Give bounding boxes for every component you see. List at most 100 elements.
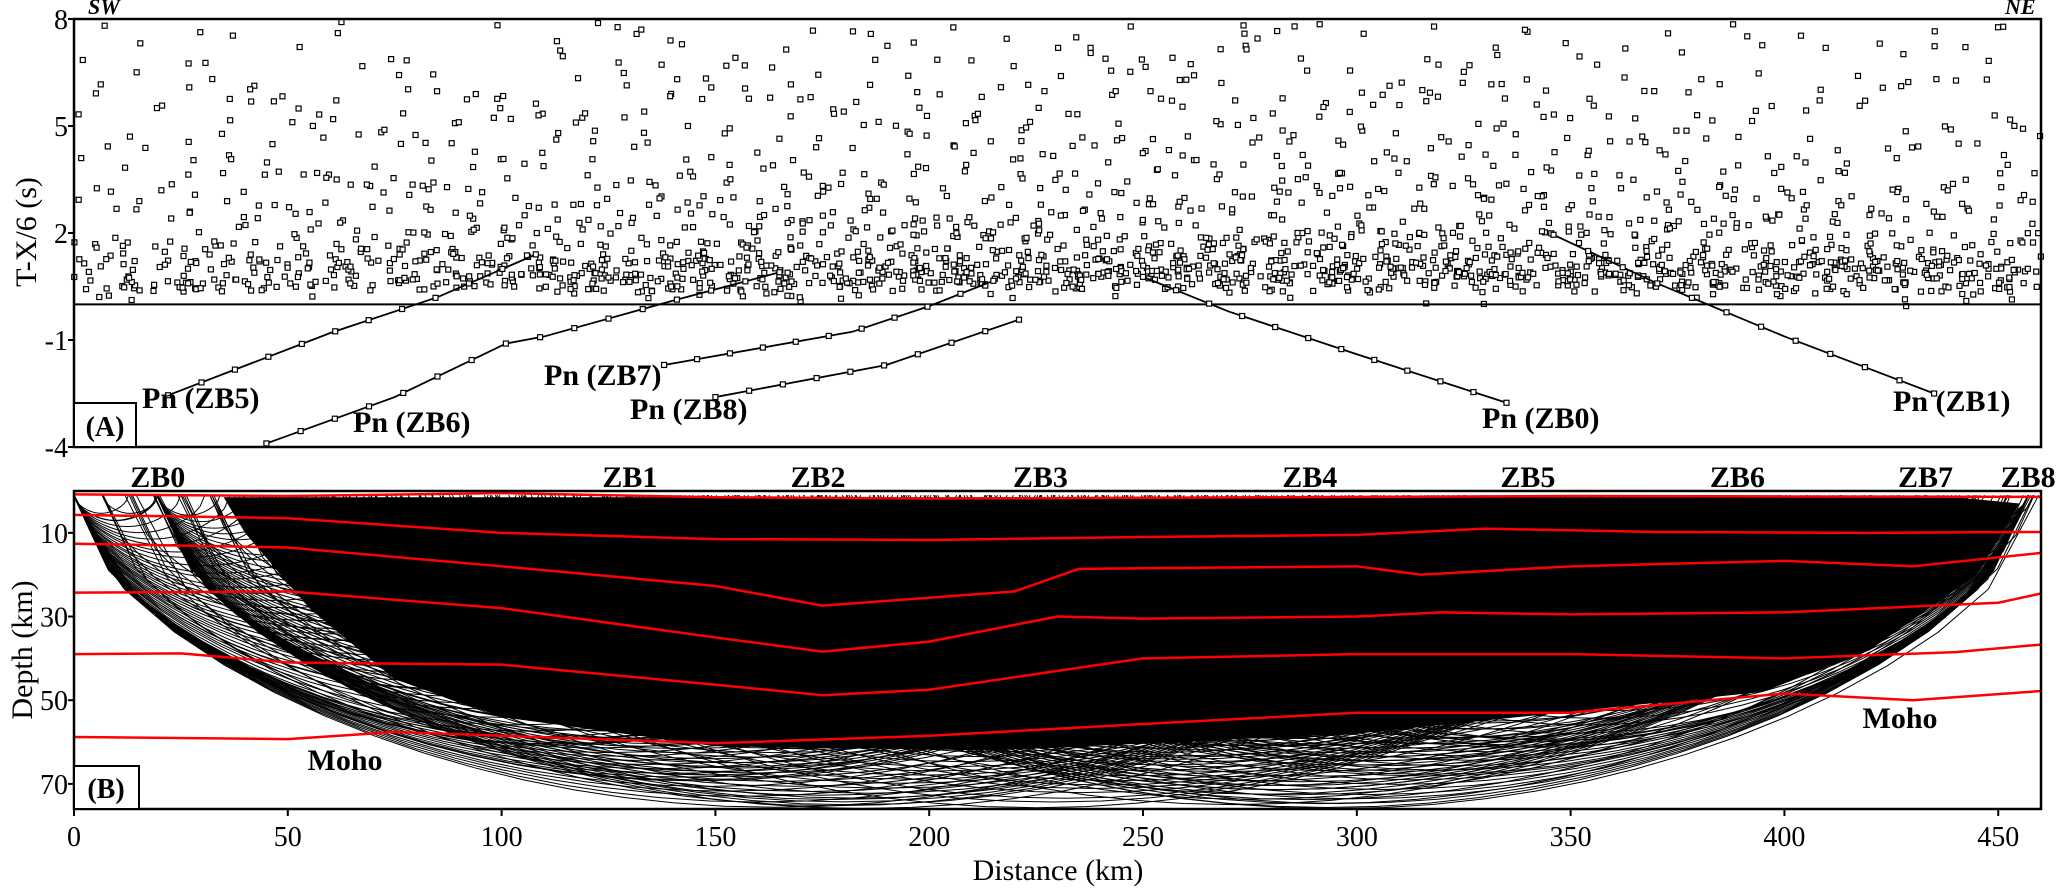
pick-point bbox=[1445, 138, 1452, 145]
pick-point bbox=[644, 139, 651, 146]
pick-point bbox=[1005, 246, 1013, 254]
ray-path bbox=[1542, 494, 2029, 624]
pick-point bbox=[982, 261, 990, 268]
pick-point bbox=[1893, 242, 1900, 249]
pick-point bbox=[1235, 242, 1242, 249]
pn-curve-label: Pn (ZB8) bbox=[630, 393, 748, 426]
pick-point bbox=[1354, 265, 1361, 272]
pick-point bbox=[626, 278, 633, 285]
pick-point bbox=[1700, 220, 1708, 228]
pick-point bbox=[549, 273, 556, 280]
pick-point bbox=[494, 95, 501, 102]
pick-point bbox=[1745, 222, 1752, 229]
pick-point bbox=[1007, 219, 1014, 226]
pick-point bbox=[910, 272, 917, 279]
pick-point bbox=[1612, 270, 1619, 277]
pick-point bbox=[1871, 230, 1879, 237]
pick-point bbox=[892, 122, 900, 129]
pick-point bbox=[1653, 188, 1661, 195]
pick-point bbox=[1731, 186, 1739, 193]
y-tick-label: 5 bbox=[54, 112, 68, 143]
ray-path bbox=[1147, 494, 1738, 650]
pick-point bbox=[503, 255, 511, 262]
pick-point bbox=[1248, 193, 1255, 200]
pick-point bbox=[1024, 248, 1031, 255]
pick-point bbox=[989, 229, 997, 236]
pick-point bbox=[652, 182, 659, 189]
pick-point bbox=[539, 149, 546, 156]
pick-point bbox=[625, 260, 632, 267]
pick-point bbox=[1221, 270, 1228, 277]
pick-point bbox=[494, 22, 501, 29]
panel-a-y-ticks: 852-1-4 bbox=[45, 5, 74, 464]
ray-path bbox=[988, 494, 2029, 748]
pick-point bbox=[1755, 276, 1762, 283]
pick-point bbox=[1142, 63, 1149, 70]
pick-point bbox=[158, 102, 166, 109]
ray-path bbox=[1206, 494, 1529, 582]
y-tick-label: -4 bbox=[45, 433, 68, 464]
pick-point bbox=[1492, 271, 1499, 279]
pick-point bbox=[1416, 277, 1423, 284]
pick-point bbox=[642, 281, 649, 289]
pick-point bbox=[1135, 245, 1142, 252]
pick-point bbox=[1859, 265, 1866, 272]
pick-point bbox=[490, 114, 497, 121]
pick-point bbox=[1601, 226, 1608, 234]
pick-point bbox=[1226, 289, 1233, 296]
pick-point bbox=[1534, 249, 1541, 256]
pick-point bbox=[1494, 253, 1501, 260]
pick-point bbox=[553, 233, 560, 240]
pick-point bbox=[612, 274, 620, 281]
ray-path bbox=[882, 494, 1529, 664]
ray-path bbox=[554, 494, 1041, 624]
pick-point bbox=[1565, 223, 1572, 230]
pick-point bbox=[1506, 221, 1513, 228]
ray-path bbox=[1262, 494, 1926, 669]
pick-point bbox=[338, 18, 345, 26]
pick-point bbox=[819, 261, 827, 268]
pick-point bbox=[473, 262, 480, 269]
pn-curve-point bbox=[499, 265, 506, 273]
pick-point bbox=[1370, 101, 1377, 108]
pick-point bbox=[1241, 287, 1248, 294]
pick-point bbox=[226, 95, 233, 103]
pick-point bbox=[786, 283, 793, 290]
pick-point bbox=[1828, 241, 1835, 248]
pick-point bbox=[680, 259, 687, 266]
pick-point bbox=[1455, 269, 1463, 276]
pick-point bbox=[158, 187, 165, 194]
pick-point bbox=[953, 230, 960, 237]
ray-path bbox=[1321, 494, 1926, 654]
pick-point bbox=[1725, 246, 1732, 254]
pick-point bbox=[1406, 234, 1413, 241]
pick-point bbox=[944, 245, 951, 252]
pick-point bbox=[1497, 235, 1504, 242]
pick-point bbox=[951, 268, 958, 275]
pick-point bbox=[571, 290, 578, 297]
pick-point bbox=[1012, 275, 1020, 282]
pick-point bbox=[1269, 110, 1276, 117]
ray-path bbox=[966, 495, 1041, 519]
pick-point bbox=[1401, 272, 1408, 279]
pick-point bbox=[1824, 245, 1831, 253]
pn-curve-point bbox=[297, 427, 304, 435]
pick-point bbox=[1605, 113, 1612, 120]
pick-point bbox=[309, 293, 316, 300]
pick-point bbox=[1115, 120, 1122, 127]
pick-point bbox=[1722, 282, 1729, 289]
pick-point bbox=[1956, 282, 1963, 289]
pick-point bbox=[699, 268, 706, 275]
pick-point bbox=[291, 231, 298, 238]
ray-path bbox=[757, 494, 1041, 572]
pick-point bbox=[1357, 123, 1364, 130]
pick-point bbox=[528, 265, 535, 272]
pick-point bbox=[623, 82, 630, 89]
pick-point bbox=[1716, 81, 1723, 88]
pn-curve-point bbox=[1503, 399, 1510, 406]
pn-curve-line bbox=[266, 271, 780, 445]
pick-point bbox=[923, 249, 930, 256]
pick-point bbox=[75, 111, 82, 118]
pick-point bbox=[1392, 130, 1399, 137]
pick-point bbox=[1686, 257, 1693, 265]
